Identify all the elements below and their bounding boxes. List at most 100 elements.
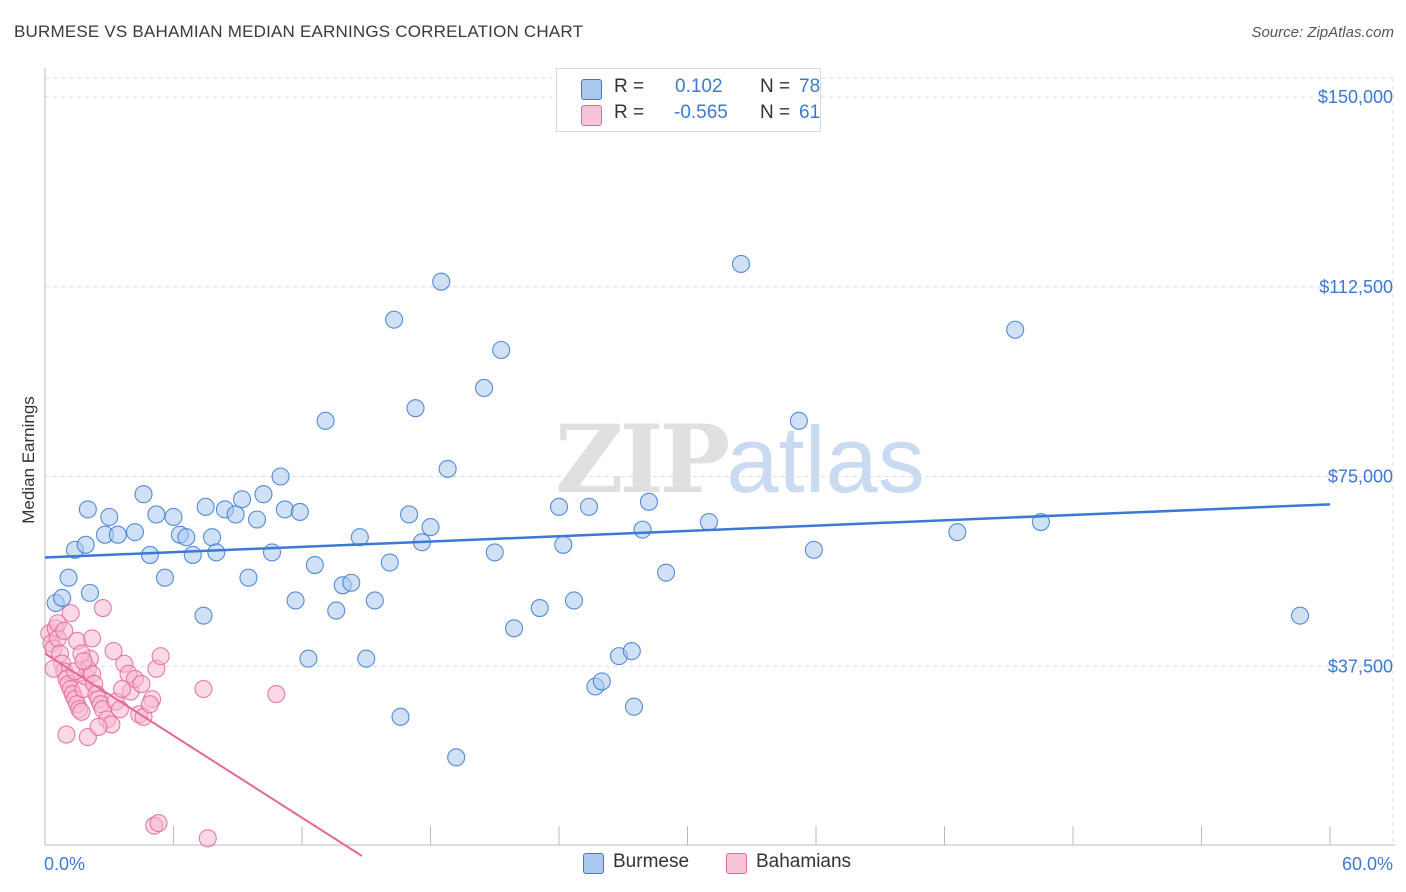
chart-source: Source: ZipAtlas.com [1251,24,1394,41]
burmese-point [554,535,573,554]
bahamians-point [198,829,217,848]
bahamians-point [61,604,80,623]
legend-label-burmese: Burmese [613,851,690,872]
r-value: -0.565 [674,102,728,123]
watermark-atlas: atlas [726,407,925,512]
bahamians-point [44,659,63,678]
burmese-point [622,642,641,661]
burmese-point [789,411,808,430]
burmese-point [247,510,267,529]
burmese-point [492,340,511,360]
chart-title: BURMESE VS BAHAMIAN MEDIAN EARNINGS CORR… [14,22,584,41]
burmese-point [254,485,273,504]
burmese-point [438,459,457,478]
burmese-point [164,507,183,527]
r-value: 0.102 [675,76,723,97]
burmese-point [232,490,252,509]
burmese-point [400,505,419,524]
burmese-point [262,543,282,562]
bahamians-point [55,621,74,640]
burmese-point [286,591,305,610]
burmese-point [579,497,599,516]
burmese-point [76,535,95,554]
burmese-swatch [581,79,602,100]
burmese-point [342,573,361,592]
burmese-point [699,512,718,532]
bahamians-point [93,599,112,618]
burmese-point [564,591,584,610]
bahamians-point [104,642,123,661]
bahamians-point [74,652,93,671]
burmese-point [365,591,384,610]
burmese-points [46,254,1310,767]
burmese-point [203,528,222,547]
burmese-point [327,601,346,620]
bahamians-point [89,717,108,737]
bahamians-point [149,814,168,833]
burmese-point [474,378,494,398]
burmese-point [275,500,294,519]
burmese-point [357,649,376,668]
burmese-point [549,497,569,516]
bahamians-trend-line [44,652,363,857]
x-tick-label-max: 60.0% [1342,854,1393,874]
y-tick-label: $37,500 [1328,656,1393,676]
r-label: R = [614,76,645,97]
y-tick-label: $112,500 [1319,277,1393,297]
bahamians-point [110,700,130,719]
bahamians-point [72,702,91,721]
burmese-point [78,500,97,519]
burmese-point [1290,606,1310,625]
burmese-point [53,588,72,607]
burmese-point [177,528,196,547]
burmese-point [804,540,823,559]
burmese-point [147,505,166,524]
bahamians-point [140,695,159,714]
burmese-point [485,543,504,562]
burmese-point [624,697,644,716]
burmese-point [207,543,226,562]
series-legend: Burmese Bahamians [0,851,1406,877]
burmese-point [108,525,127,544]
burmese-point [183,545,202,564]
bahamians-swatch [726,853,747,874]
y-axis-label: Median Earnings [19,396,38,524]
x-tick-label-min: 0.0% [44,854,85,874]
burmese-point [731,254,751,274]
burmese-point [316,411,335,430]
bahamians-point [194,679,213,699]
burmese-trend-line [44,503,1331,559]
burmese-point [290,502,309,521]
bahamians-point [151,647,170,666]
burmese-point [432,272,451,291]
burmese-point [100,507,119,527]
burmese-point [504,619,524,638]
burmese-point [140,545,159,564]
burmese-point [155,568,174,587]
axes [44,68,1395,846]
burmese-point [271,467,290,486]
bahamians-point [83,629,102,648]
burmese-point [385,310,404,329]
burmese-point [530,599,549,618]
n-label: N = [760,102,791,123]
burmese-point [639,492,659,511]
burmese-point [421,518,440,537]
burmese-swatch [583,853,604,874]
burmese-point [633,520,652,539]
bahamians-point [113,679,132,699]
correlation-legend: R = 0.102 N = 78 R = -0.565 N = 61 [556,68,821,132]
burmese-point [380,553,399,572]
bahamians-swatch [581,105,602,126]
burmese-point [59,568,78,587]
y-tick-label: $150,000 [1318,87,1393,107]
burmese-point [239,568,258,587]
bahamians-points [40,599,286,848]
burmese-point [299,649,318,668]
burmese-point [125,523,144,542]
burmese-point [226,505,245,524]
burmese-point [592,672,611,691]
burmese-point [657,563,676,582]
burmese-point [948,523,967,542]
legend-label-bahamians: Bahamians [756,851,852,872]
